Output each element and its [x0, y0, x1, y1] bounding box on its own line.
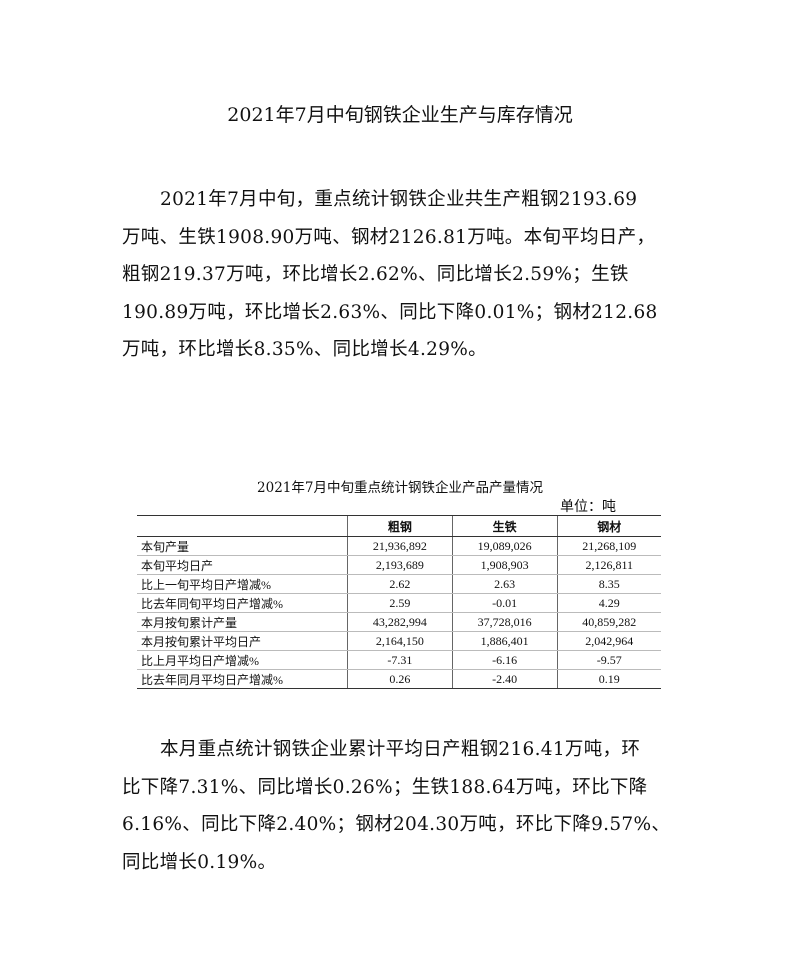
table-cell: 2,193,689 — [347, 555, 453, 575]
paragraph-line: 万吨、生铁1908.90万吨、钢材2126.81万吨。本旬平均日产， — [122, 226, 656, 248]
row-label: 比去年同旬平均日产增减% — [137, 593, 348, 613]
table-row: 比去年同旬平均日产增减% 2.59 -0.01 4.29 — [137, 593, 661, 613]
column-header — [137, 515, 348, 537]
table-row: 比去年同月平均日产增减% 0.26 -2.40 0.19 — [137, 669, 661, 689]
row-label: 比上月平均日产增减% — [137, 650, 348, 670]
production-table: 粗钢 生铁 钢材 本旬产量 21,936,892 19,089,026 21,268,109… — [137, 515, 661, 689]
table-cell: 2,126,811 — [556, 555, 661, 575]
row-label: 本旬产量 — [137, 536, 348, 556]
table-row: 本月按旬累计产量 43,282,994 37,728,016 40,859,282 — [137, 612, 661, 632]
paragraph-line: 万吨，环比增长8.35%、同比增长4.29%。 — [122, 339, 487, 360]
column-header: 生铁 — [451, 515, 558, 537]
table-cell: 37,728,016 — [451, 612, 558, 632]
table-cell: 1,908,903 — [451, 555, 558, 575]
table-row: 本旬产量 21,936,892 19,089,026 21,268,109 — [137, 536, 661, 556]
column-header: 粗钢 — [347, 515, 453, 537]
table-cell: -2.40 — [451, 669, 558, 689]
table-row: 比上月平均日产增减% -7.31 -6.16 -9.57 — [137, 650, 661, 670]
paragraph-line: 同比增长0.19%。 — [122, 851, 277, 873]
table-header-row: 粗钢 生铁 钢材 — [137, 515, 661, 537]
paragraph-line: 本月重点统计钢铁企业累计平均日产粗钢216.41万吨，环 — [160, 739, 641, 760]
table-cell: 4.29 — [556, 593, 661, 613]
table-row: 比上一旬平均日产增减% 2.62 2.63 8.35 — [137, 574, 661, 594]
row-label: 本旬平均日产 — [137, 555, 348, 575]
table-cell: 0.26 — [347, 669, 453, 689]
table-cell: 19,089,026 — [451, 536, 558, 556]
table-row: 本旬平均日产 2,193,689 1,908,903 2,126,811 — [137, 555, 661, 575]
table-cell: 40,859,282 — [556, 612, 661, 632]
paragraph-line: 粗钢219.37万吨，环比增长2.62%、同比增长2.59%；生铁 — [122, 264, 629, 285]
paragraph-monthly: 本月重点统计钢铁企业累计平均日产粗钢216.41万吨，环比下降7.31%、同比增… — [122, 731, 682, 881]
table-cell: -7.31 — [347, 650, 453, 670]
table-cell: 2,164,150 — [347, 631, 453, 651]
table-caption: 2021年7月中旬重点统计钢铁企业产品产量情况 — [257, 480, 543, 496]
paragraph-line: 比下降7.31%、同比增长0.26%；生铁188.64万吨，环比下降 — [122, 776, 648, 798]
table-row: 本月按旬累计平均日产 2,164,150 1,886,401 2,042,964 — [137, 631, 661, 651]
row-label: 本月按旬累计平均日产 — [137, 631, 348, 651]
table-cell: -0.01 — [451, 593, 558, 613]
table-unit: 单位：吨 — [560, 499, 616, 515]
table-cell: -9.57 — [556, 650, 661, 670]
table-cell: 21,936,892 — [347, 536, 453, 556]
table-cell: 2.63 — [451, 574, 558, 594]
row-label: 本月按旬累计产量 — [137, 612, 348, 632]
table-cell: -6.16 — [451, 650, 558, 670]
paragraph-line: 2021年7月中旬，重点统计钢铁企业共生产粗钢2193.69 — [160, 189, 638, 210]
table-cell: 8.35 — [556, 574, 661, 594]
table-cell: 2,042,964 — [556, 631, 661, 651]
paragraph-summary: 2021年7月中旬，重点统计钢铁企业共生产粗钢2193.69 万吨、生铁1908.… — [122, 181, 682, 369]
table-cell: 0.19 — [556, 669, 661, 689]
table-cell: 43,282,994 — [347, 612, 453, 632]
table-cell: 21,268,109 — [556, 536, 661, 556]
paragraph-line: 190.89万吨，环比增长2.63%、同比下降0.01%；钢材212.68 — [122, 301, 658, 323]
paragraph-line: 6.16%、同比下降2.40%；钢材204.30万吨，环比下降9.57%、 — [122, 814, 671, 835]
table-cell: 1,886,401 — [451, 631, 558, 651]
document-title: 2021年7月中旬钢铁企业生产与库存情况 — [227, 104, 573, 126]
column-header: 钢材 — [556, 515, 661, 537]
row-label: 比去年同月平均日产增减% — [137, 669, 348, 689]
table-cell: 2.59 — [347, 593, 453, 613]
row-label: 比上一旬平均日产增减% — [137, 574, 348, 594]
table-cell: 2.62 — [347, 574, 453, 594]
